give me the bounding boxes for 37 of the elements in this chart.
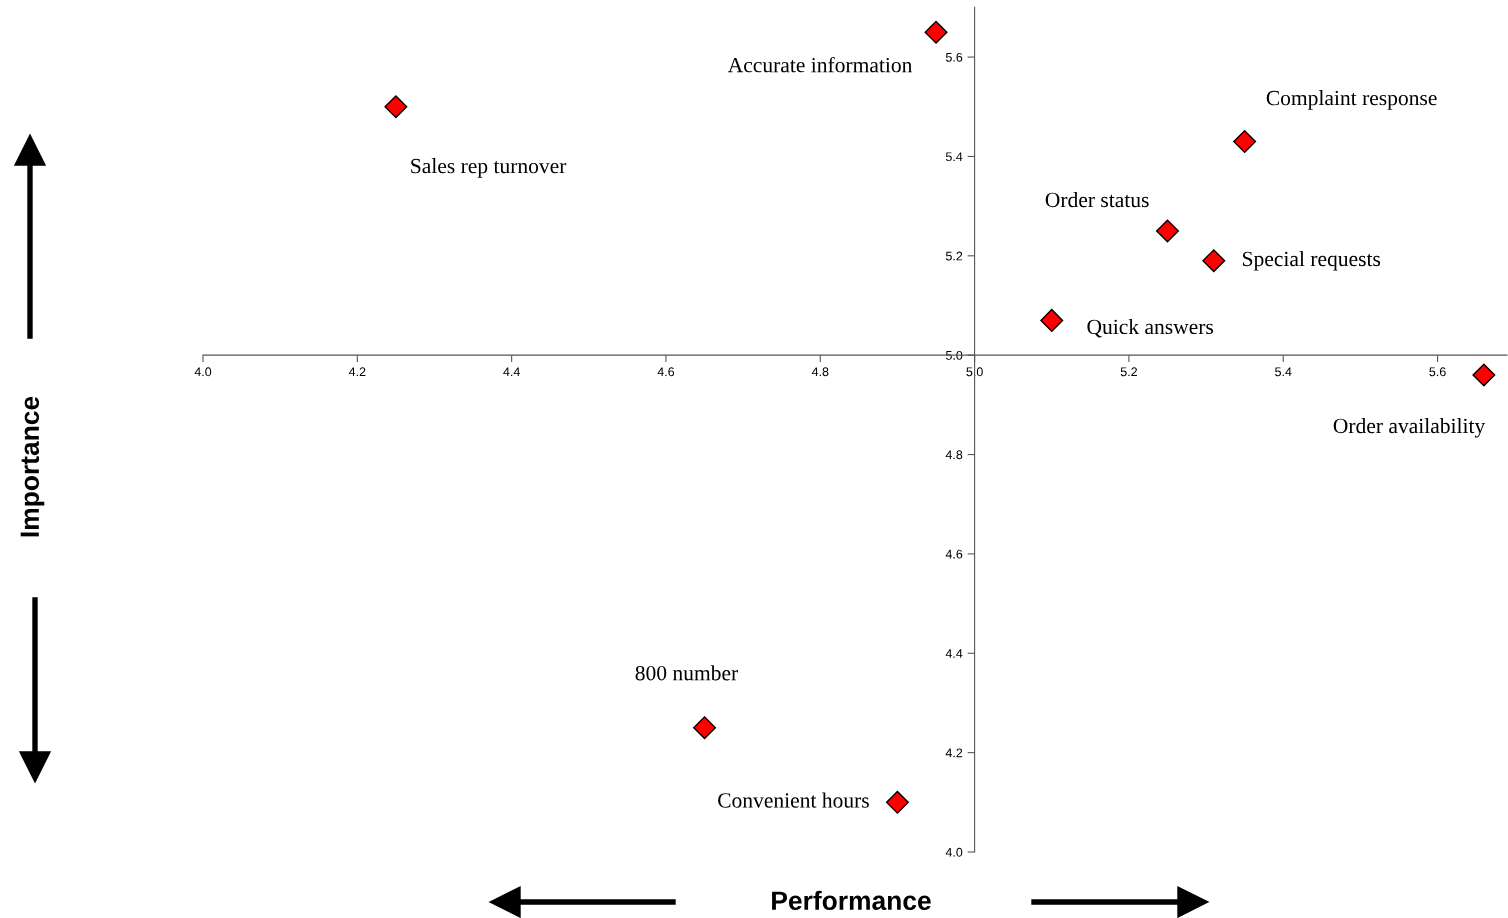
point — [924, 20, 948, 44]
x-tick-label: 5.6 — [1429, 367, 1446, 377]
x-tick-label: 4.4 — [503, 367, 520, 377]
x-tick-label: 4.6 — [657, 367, 675, 377]
annotation: Accurate information — [727, 56, 913, 73]
point — [885, 790, 909, 814]
y-tick-label: 5.6 — [945, 52, 963, 62]
y-tick-label: 5.4 — [945, 152, 963, 162]
y-tick-label: 5.0 — [945, 350, 963, 360]
annotation: Order availability — [1333, 418, 1486, 438]
y-tick-label: 4.4 — [945, 649, 963, 658]
point — [1233, 130, 1257, 154]
annotation: Order status — [1045, 192, 1149, 208]
point — [1202, 249, 1226, 273]
y-tick-label: 4.2 — [945, 748, 963, 758]
y-tick-label: 4.0 — [945, 847, 963, 857]
y-tick-label: 4.6 — [945, 549, 963, 559]
annotation: Special requests — [1243, 251, 1381, 271]
x-axis-title: Performance — [772, 890, 931, 911]
point — [1472, 363, 1496, 387]
y-tick-label: 5.2 — [945, 251, 963, 261]
text: Importance — [20, 396, 45, 537]
annotation: Sales rep turnover — [411, 158, 567, 178]
annotation: Complaint response — [1266, 90, 1437, 110]
point — [1040, 308, 1064, 332]
x-tick-label: 5.2 — [1120, 367, 1137, 377]
annotation: 800 number — [635, 665, 739, 681]
point — [1155, 219, 1179, 243]
x-tick-label: 4.0 — [194, 367, 212, 377]
y-tick-label: 4.8 — [945, 450, 963, 460]
x-tick-label: 4.2 — [348, 367, 366, 377]
annotation: Convenient hours — [718, 792, 869, 808]
x-tick-label: 5.4 — [1275, 367, 1292, 377]
point — [384, 95, 408, 119]
x-tick-label: 4.8 — [811, 367, 829, 377]
point — [693, 716, 717, 740]
annotation: Quick answers — [1087, 318, 1214, 338]
